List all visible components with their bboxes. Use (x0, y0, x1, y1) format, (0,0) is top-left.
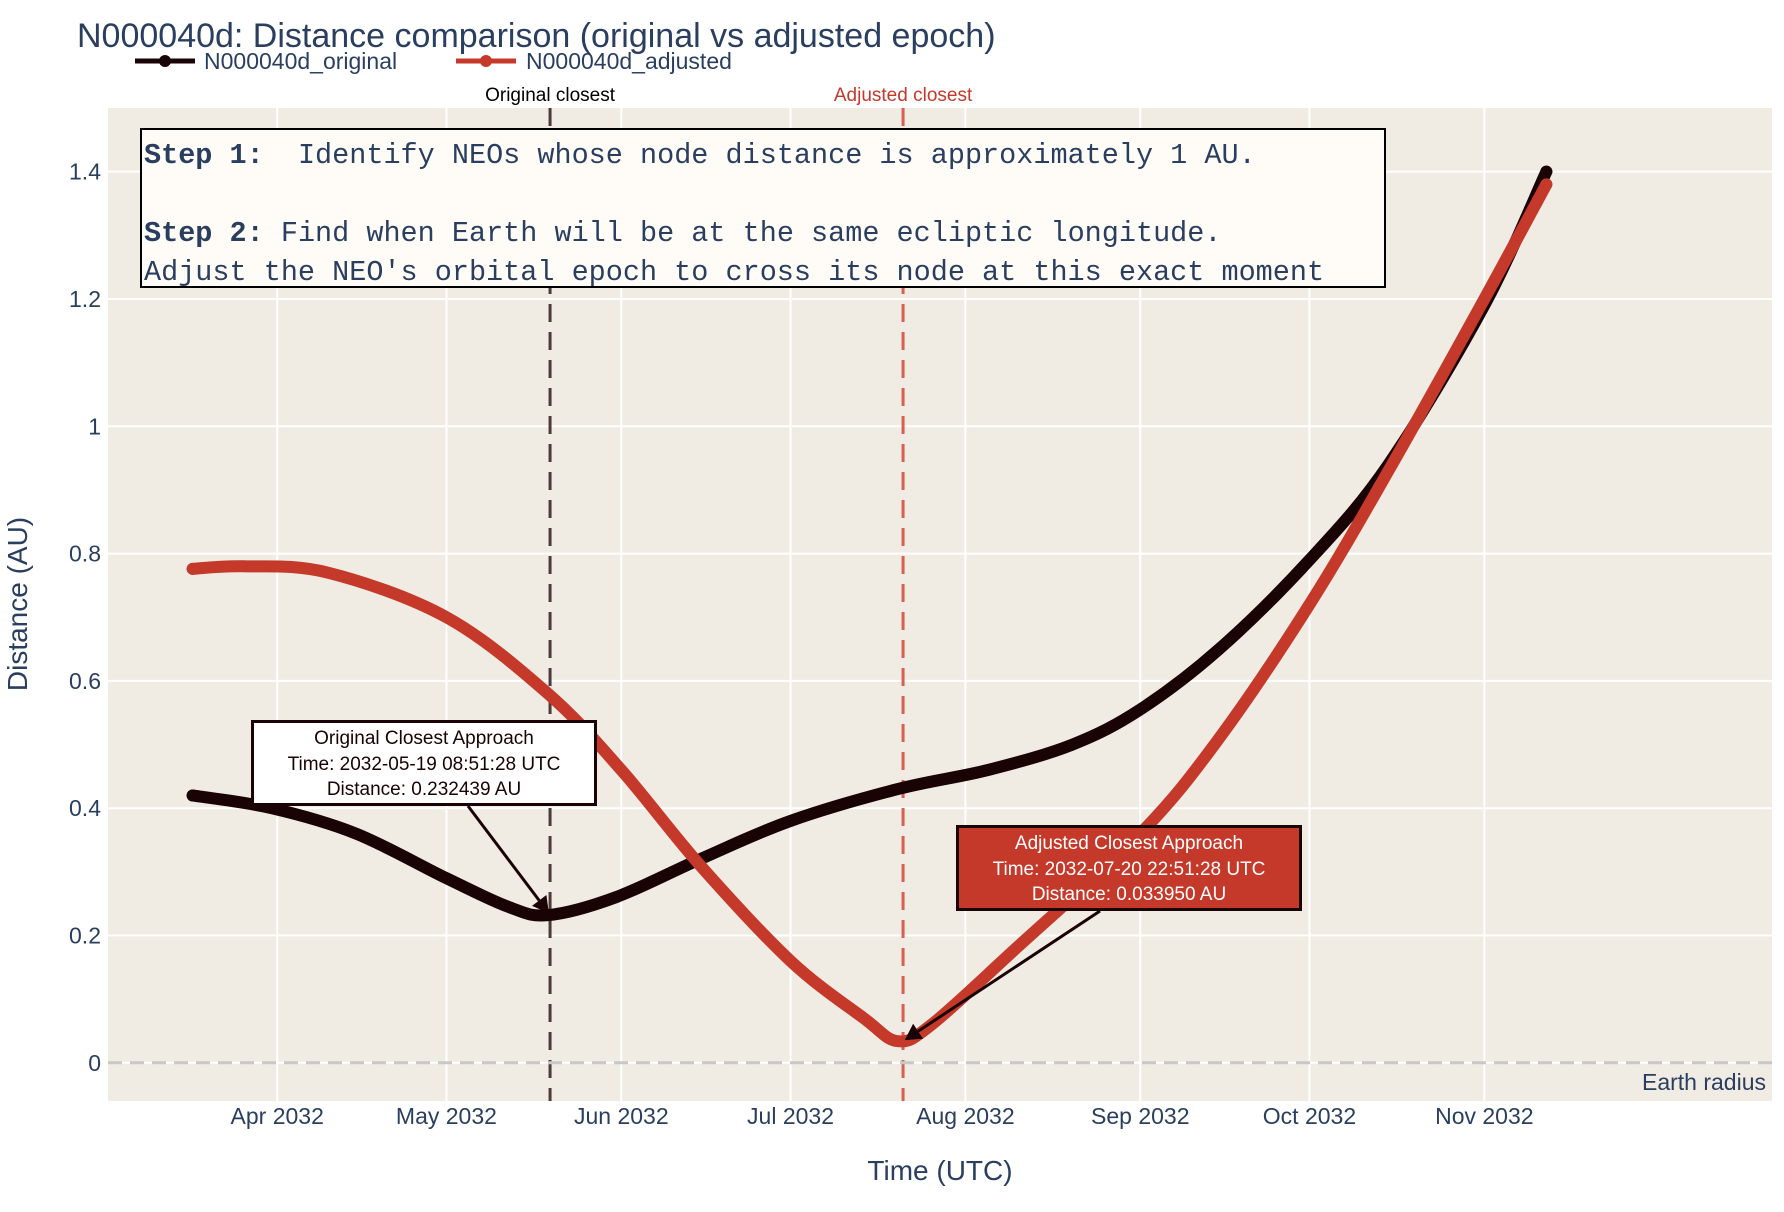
series-point (1540, 165, 1553, 178)
x-tick-label: Jul 2032 (747, 1103, 834, 1129)
series-original (186, 165, 1553, 922)
legend: N000040d_original N000040d_adjusted (135, 48, 732, 74)
annotation-adjusted-closest: Adjusted Closest Approach Time: 2032-07-… (956, 825, 1302, 911)
y-tick-label: 0.2 (69, 923, 101, 949)
step2-text: Find when Earth will be at the same ecli… (263, 217, 1222, 250)
legend-label-original: N000040d_original (204, 48, 397, 74)
y-tick-label: 0.4 (69, 795, 101, 821)
x-tick-label: May 2032 (396, 1103, 497, 1129)
series-adjusted (186, 178, 1553, 1048)
annotation-original-time: Time: 2032-05-19 08:51:28 UTC (287, 753, 561, 775)
vertical-lines: Original closest Adjusted closest (485, 85, 973, 1101)
legend-label-adjusted: N000040d_adjusted (526, 48, 732, 74)
arrowhead-adjusted (904, 1023, 924, 1041)
series-point (186, 789, 199, 802)
arrowhead-original (532, 895, 549, 914)
earth-radius-label: Earth radius (1642, 1069, 1766, 1095)
series-point (186, 562, 199, 575)
chart-title: N000040d: Distance comparison (original … (77, 17, 996, 55)
x-tick-label: Aug 2032 (916, 1103, 1014, 1129)
legend-item-original[interactable]: N000040d_original (135, 48, 397, 74)
annotation-original-distance: Distance: 0.232439 AU (326, 779, 522, 800)
x-tick-label: Sep 2032 (1091, 1103, 1189, 1129)
y-axis-title: Distance (AU) (2, 517, 33, 691)
annotation-original-title: Original Closest Approach (314, 728, 534, 749)
step1-text: Identify NEOs whose node distance is app… (263, 139, 1256, 172)
annotation-original-closest: Original Closest Approach Time: 2032-05-… (251, 720, 597, 806)
series-point (1540, 178, 1553, 191)
arrow-original (466, 805, 541, 902)
legend-marker-original (159, 55, 171, 67)
x-tick-label: Jun 2032 (574, 1103, 669, 1129)
vline-label-adjusted: Adjusted closest (834, 85, 973, 106)
earth-radius-line-group: Earth radius (108, 1061, 1772, 1095)
y-tick-label: 0.6 (69, 668, 101, 694)
y-tick-label: 1.2 (69, 286, 101, 312)
step2-label: Step 2: (144, 217, 264, 250)
arrow-adjusted (917, 909, 1101, 1033)
series (186, 165, 1553, 1048)
info-box: Step 1: Identify NEOs whose node distanc… (140, 128, 1386, 289)
x-tick-label: Nov 2032 (1435, 1103, 1533, 1129)
annotation-adjusted-time: Time: 2032-07-20 22:51:28 UTC (992, 858, 1266, 880)
y-tick-label: 0.8 (69, 541, 101, 567)
annotation-adjusted-distance: Distance: 0.033950 AU (1031, 884, 1227, 905)
annotation-adjusted-title: Adjusted Closest Approach (1014, 833, 1244, 854)
x-tick-label: Oct 2032 (1263, 1103, 1356, 1129)
step1-label: Step 1: (144, 139, 264, 172)
y-tick-label: 0 (88, 1050, 101, 1076)
axes: Apr 2032 May 2032 Jun 2032 Jul 2032 Aug 2032… (69, 159, 1534, 1129)
step3-text: Adjust the NEO's orbital epoch to cross … (144, 256, 1325, 289)
x-axis-title: Time (UTC) (867, 1155, 1012, 1186)
vline-label-original: Original closest (485, 85, 616, 106)
y-tick-label: 1 (88, 413, 101, 439)
y-tick-label: 1.4 (69, 159, 101, 185)
x-tick-label: Apr 2032 (231, 1103, 324, 1129)
legend-marker-adjusted (480, 55, 492, 67)
legend-item-adjusted[interactable]: N000040d_adjusted (456, 48, 732, 74)
series-line (186, 165, 1553, 922)
series-line (186, 178, 1553, 1048)
annotation-arrows (466, 805, 1101, 1041)
